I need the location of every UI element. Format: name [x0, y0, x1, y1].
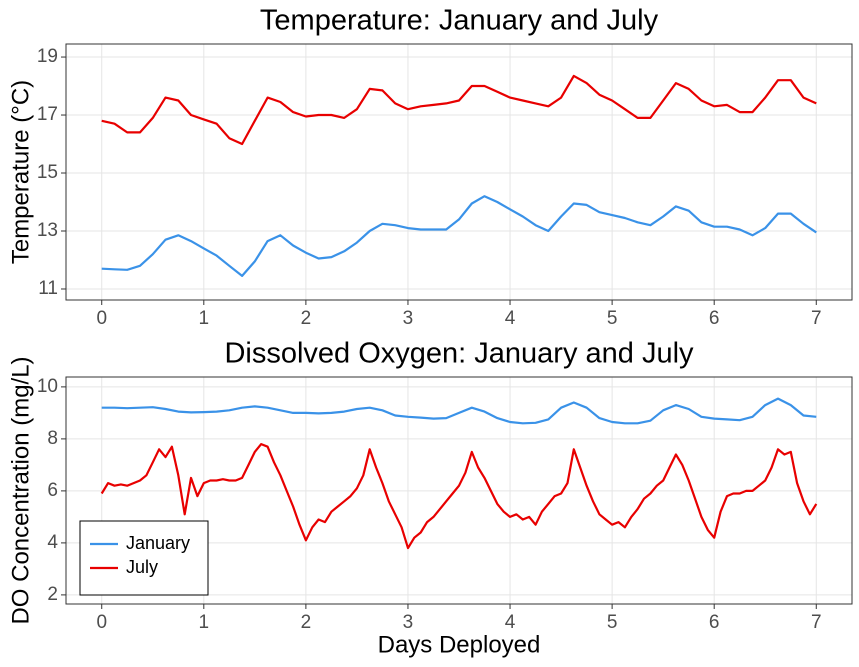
x-tick-label: 2	[301, 308, 312, 329]
x-tick-label: 2	[301, 612, 312, 633]
x-tick-label: 0	[96, 612, 107, 633]
chart-title: Dissolved Oxygen: January and July	[224, 338, 694, 370]
plot-border	[65, 376, 853, 605]
legend-box	[79, 520, 209, 596]
x-tick-label: 5	[607, 612, 618, 633]
x-tick-label: 6	[709, 308, 720, 329]
x-axis-label: Days Deployed	[378, 631, 541, 658]
y-axis-label: Temperature (°C)	[7, 80, 34, 264]
x-tick-label: 1	[199, 612, 210, 633]
series-line	[101, 397, 817, 425]
x-tick-label: 5	[607, 308, 618, 329]
y-axis-label: DO Concentration (mg/L)	[7, 356, 34, 624]
x-tick-label: 1	[199, 308, 210, 329]
legend-label: July	[126, 557, 158, 577]
y-tick-label: 2	[47, 584, 58, 605]
x-tick-label: 0	[96, 308, 107, 329]
x-tick-label: 7	[811, 612, 822, 633]
chart-title: Temperature: January and July	[260, 5, 659, 37]
y-tick-label: 15	[37, 162, 58, 183]
x-tick-label: 3	[403, 308, 414, 329]
plot-border	[65, 43, 853, 301]
y-tick-label: 17	[37, 104, 58, 125]
y-tick-label: 13	[37, 220, 58, 241]
series-line	[100, 443, 818, 550]
y-tick-label: 10	[37, 376, 58, 397]
series-line	[101, 195, 817, 277]
y-tick-label: 4	[47, 532, 58, 553]
x-tick-label: 4	[505, 308, 516, 329]
x-tick-label: 7	[811, 308, 822, 329]
x-tick-label: 6	[709, 612, 720, 633]
x-tick-label: 4	[505, 612, 516, 633]
series-line	[101, 74, 817, 146]
y-tick-label: 6	[47, 480, 58, 501]
legend-label: January	[126, 533, 190, 553]
y-tick-label: 8	[47, 428, 58, 449]
y-tick-label: 11	[38, 278, 58, 299]
plot-background	[66, 44, 852, 300]
y-tick-label: 19	[37, 46, 58, 67]
x-tick-label: 3	[403, 612, 414, 633]
